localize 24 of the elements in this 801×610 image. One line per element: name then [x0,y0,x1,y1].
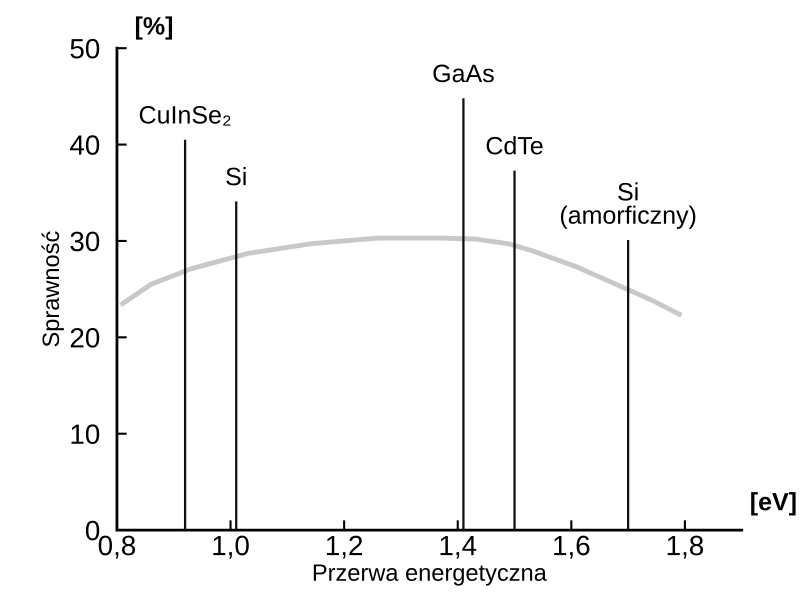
annotation: CuInSe₂ [140,106,230,126]
x-tick-label: 1,0 [213,536,249,559]
y-axis-title: Sprawność [42,231,64,346]
x-axis-title: Przerwa energetyczna [314,564,547,586]
bar [626,240,630,530]
annotation: CdTe [486,136,543,155]
y-tick-label: 0 [86,520,100,540]
x-tick-label: 1,4 [440,536,476,559]
line-series [120,236,682,317]
text: [eV] [751,492,796,516]
x-tick-label: 1,2 [326,536,362,559]
y-tick-label: 20 [70,328,100,348]
x-tick-label: 0,8 [98,536,136,559]
annotation: Si (amorficzny) [560,182,696,229]
y-tick-label: 30 [70,232,100,252]
x-tick-label: 1,6 [554,536,590,559]
y-tick-label: 40 [70,135,100,155]
bar [235,201,238,530]
text: [%] [136,16,172,40]
annotation: GaAs [433,64,494,82]
y-tick-label: 50 [70,38,100,59]
x-tick-label: 1,8 [668,536,704,559]
annotation: Si [226,167,246,186]
y-tick-label: 10 [72,424,100,444]
